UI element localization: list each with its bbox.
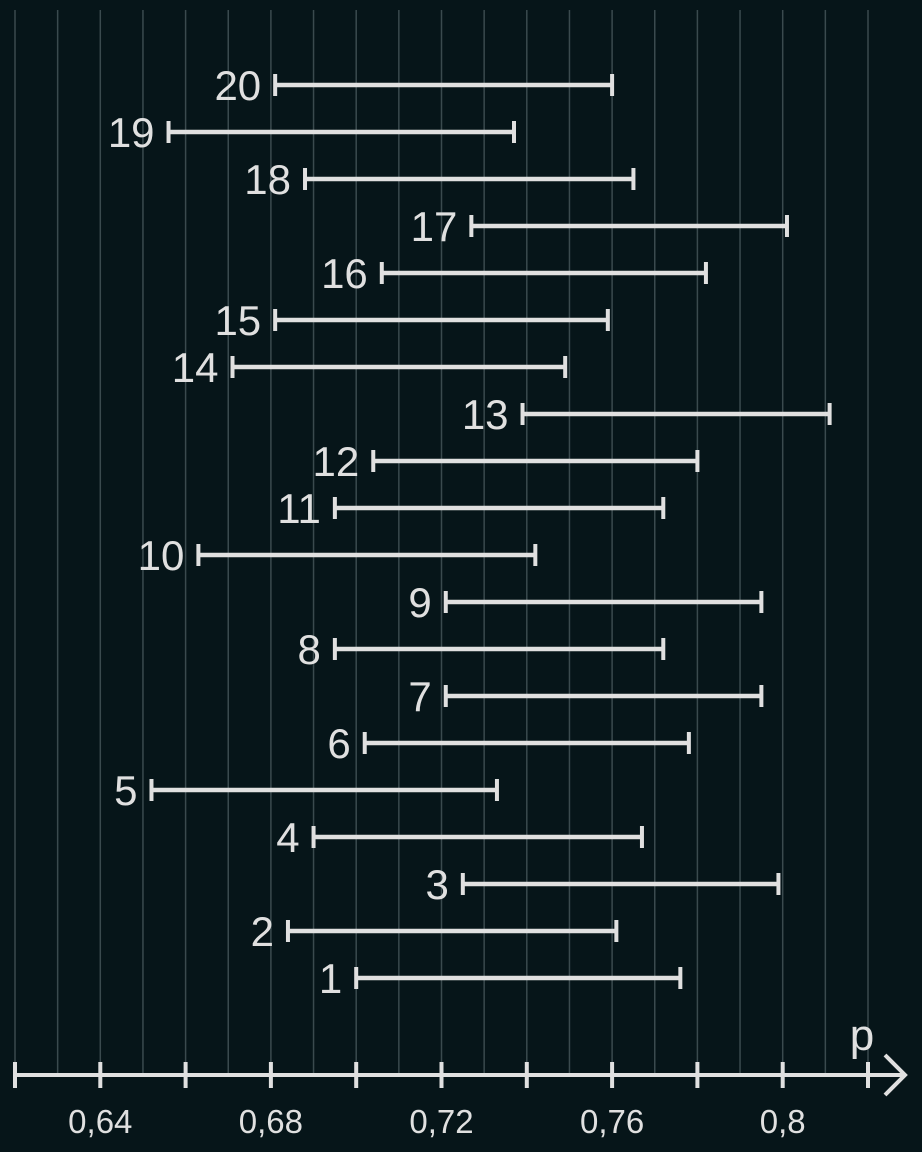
x-tick-label: 0,68 — [239, 1103, 303, 1140]
interval-1: 1 — [319, 955, 683, 1002]
interval-label: 19 — [108, 109, 155, 156]
interval-label: 17 — [411, 203, 458, 250]
interval-label: 5 — [114, 767, 137, 814]
interval-3: 3 — [425, 861, 781, 908]
interval-15: 15 — [214, 297, 610, 344]
interval-label: 10 — [138, 532, 185, 579]
interval-label: 15 — [214, 297, 261, 344]
x-tick-label: 0,76 — [580, 1103, 644, 1140]
interval-12: 12 — [313, 438, 700, 485]
interval-18: 18 — [244, 156, 636, 203]
x-tick-label: 0,8 — [760, 1103, 806, 1140]
interval-label: 3 — [425, 861, 448, 908]
interval-label: 12 — [313, 438, 360, 485]
interval-5: 5 — [114, 767, 499, 814]
interval-label: 20 — [214, 62, 261, 109]
interval-label: 11 — [277, 485, 321, 532]
interval-10: 10 — [138, 532, 538, 579]
interval-16: 16 — [321, 250, 708, 297]
interval-label: 13 — [462, 391, 509, 438]
interval-label: 2 — [251, 908, 274, 955]
interval-20: 20 — [214, 62, 615, 109]
interval-label: 6 — [327, 720, 350, 767]
interval-7: 7 — [408, 673, 764, 720]
x-axis-label: p — [850, 1011, 874, 1060]
x-axis-ticks: 0,64 0,68 0,72 0,76 0,8 — [13, 1062, 870, 1140]
x-tick-label: 0,72 — [409, 1103, 473, 1140]
interval-6: 6 — [327, 720, 691, 767]
interval-label: 18 — [244, 156, 291, 203]
interval-11: 11 — [277, 485, 666, 532]
interval-label: 16 — [321, 250, 368, 297]
interval-label: 14 — [172, 344, 219, 391]
x-tick-label: 0,64 — [68, 1103, 132, 1140]
interval-14: 14 — [172, 344, 568, 391]
x-axis-arrow — [883, 1053, 908, 1097]
interval-19: 19 — [108, 109, 517, 156]
grid-lines — [14, 10, 869, 1075]
interval-label: 1 — [319, 955, 342, 1002]
interval-2: 2 — [251, 908, 619, 955]
x-axis: p — [15, 1011, 908, 1097]
interval-9: 9 — [408, 579, 764, 626]
interval-4: 4 — [276, 814, 644, 861]
interval-13: 13 — [462, 391, 832, 438]
interval-label: 8 — [298, 626, 321, 673]
interval-label: 9 — [408, 579, 431, 626]
interval-8: 8 — [298, 626, 666, 673]
interval-label: 4 — [276, 814, 299, 861]
interval-17: 17 — [411, 203, 789, 250]
interval-label: 7 — [408, 673, 431, 720]
